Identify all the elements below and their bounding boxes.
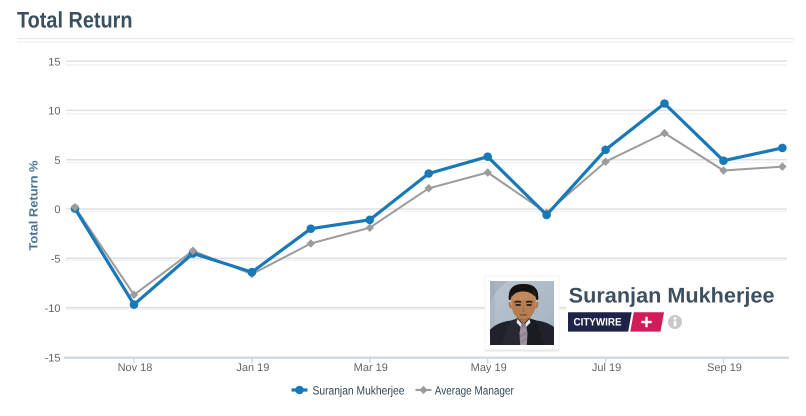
svg-text:15: 15	[48, 56, 60, 68]
svg-text:Mar 19: Mar 19	[354, 362, 388, 374]
svg-text:-10: -10	[45, 303, 61, 315]
svg-text:-5: -5	[51, 254, 61, 266]
svg-text:May 19: May 19	[471, 362, 507, 374]
svg-text:CITYWIRE: CITYWIRE	[574, 316, 622, 328]
svg-text:-15: -15	[45, 353, 61, 365]
svg-text:Total Return: Total Return	[17, 8, 133, 33]
svg-text:5: 5	[54, 155, 60, 167]
svg-text:Suranjan Mukherjee: Suranjan Mukherjee	[313, 383, 405, 397]
svg-text:Jul 19: Jul 19	[592, 362, 621, 374]
svg-text:Sep 19: Sep 19	[707, 362, 742, 374]
svg-text:Total Return %: Total Return %	[27, 160, 41, 250]
svg-text:Nov 18: Nov 18	[118, 362, 153, 374]
svg-text:10: 10	[48, 106, 60, 118]
svg-text:Average Manager: Average Manager	[435, 383, 514, 397]
svg-text:Suranjan Mukherjee: Suranjan Mukherjee	[569, 285, 775, 308]
svg-text:0: 0	[54, 204, 60, 216]
svg-text:Jan 19: Jan 19	[236, 362, 269, 374]
